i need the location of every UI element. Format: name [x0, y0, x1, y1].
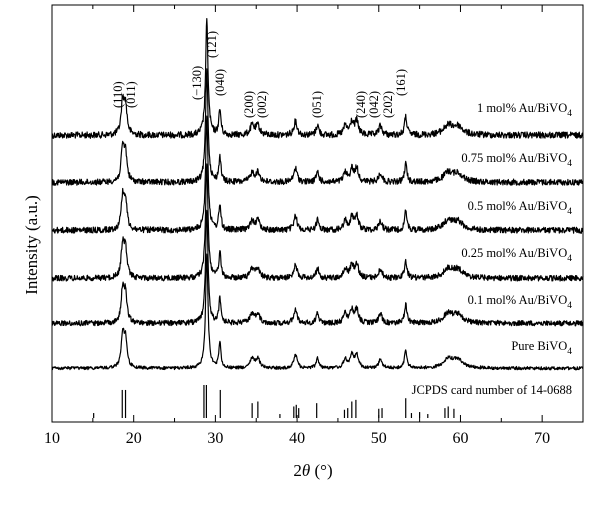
series-label: 0.5 mol% Au/BiVO4: [468, 199, 573, 217]
peak-label: (040): [213, 69, 227, 96]
x-tick-label: 70: [534, 430, 550, 447]
x-tick-label: 40: [289, 430, 305, 447]
peak-label: (161): [394, 69, 408, 96]
x-tick-label: 50: [371, 430, 387, 447]
series-label: 0.1 mol% Au/BiVO4: [468, 293, 573, 311]
x-axis-title-theta: θ: [302, 461, 310, 480]
series-label-subscript: 4: [567, 207, 572, 217]
peak-label: (011): [124, 81, 138, 108]
axes: 10 20 30 40 50 60 70: [44, 4, 584, 447]
series-label-subscript: 4: [567, 254, 572, 264]
xrd-trace-line: [51, 209, 584, 327]
series-label-text: 0.25 mol% Au/BiVO: [461, 246, 567, 260]
x-tick-label: 60: [452, 430, 468, 447]
series-label-text: 0.5 mol% Au/BiVO: [468, 199, 568, 213]
peak-labels: (110) (011) (−130)(121) (040) (200) (002) (051…: [111, 31, 408, 118]
series-label-text: 0.1 mol% Au/BiVO: [468, 293, 568, 307]
series-label: 0.25 mol% Au/BiVO4: [461, 246, 572, 264]
reference-label: JCPDS card number of 14-0688: [412, 383, 572, 397]
peak-label: (042): [367, 91, 381, 118]
peak-label: (110): [111, 81, 125, 108]
peak-label: (240): [354, 91, 368, 118]
reference-pattern: [93, 385, 455, 418]
peak-label: (002): [255, 91, 269, 118]
x-axis-title-unit: (°): [310, 461, 332, 480]
series-label-subscript: 4: [567, 159, 572, 169]
x-tick-label: 20: [126, 430, 142, 447]
peak-label: (051): [310, 91, 324, 118]
series-label-subscript: 4: [567, 109, 572, 119]
plot-frame: [51, 4, 584, 423]
series-label-subscript: 4: [567, 347, 572, 357]
peak-label: (200): [242, 91, 256, 118]
series-label: Pure BiVO4: [511, 339, 572, 357]
peak-label: (−130): [190, 66, 204, 100]
xrd-trace-line: [51, 68, 584, 186]
series-label: 0.75 mol% Au/BiVO4: [461, 151, 572, 169]
x-axis-title: 2θ (°): [293, 461, 332, 480]
peak-label: (202): [381, 91, 395, 118]
series-label: 1 mol% Au/BiVO4: [477, 101, 572, 119]
xrd-trace-line: [51, 163, 584, 282]
y-axis-title: Intensity (a.u.): [22, 195, 41, 295]
series-label-text: 1 mol% Au/BiVO: [477, 101, 567, 115]
xrd-trace-line: [51, 253, 584, 371]
x-tick-label: 10: [44, 430, 60, 447]
x-tick-label: 30: [207, 430, 223, 447]
series-label-text: 0.75 mol% Au/BiVO: [461, 151, 567, 165]
peak-label: (121): [205, 31, 219, 58]
series-label-subscript: 4: [567, 301, 572, 311]
xrd-trace-line: [51, 115, 584, 234]
xrd-traces: [51, 18, 584, 371]
series-label-text: Pure BiVO: [511, 339, 567, 353]
xrd-trace-line: [51, 18, 584, 139]
x-axis-title-prefix: 2: [293, 461, 302, 480]
